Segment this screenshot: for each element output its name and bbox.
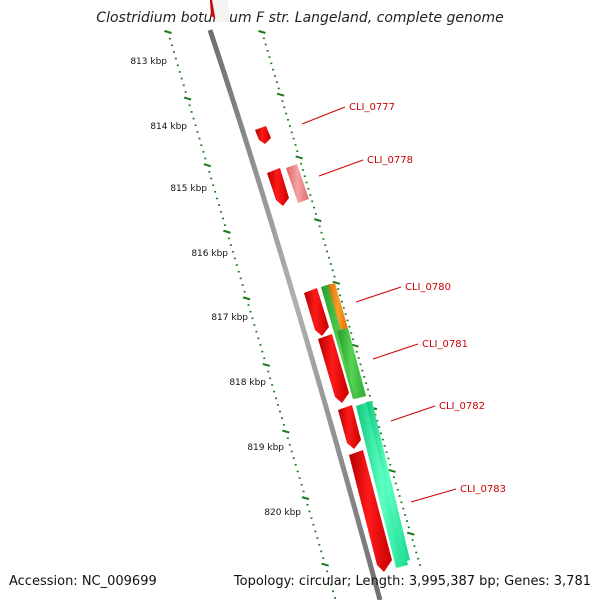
scale-tick-right-major [258, 30, 266, 34]
scale-tick-left-major [282, 429, 290, 434]
tick-label-818: 818 kbp [229, 378, 266, 388]
genome-backbone [207, 29, 383, 600]
scale-tick-left-major [242, 296, 251, 301]
gene-feature [255, 126, 271, 144]
gene-feature [338, 405, 361, 449]
scale-tick-right-major [351, 343, 359, 348]
gene-feature [304, 288, 329, 336]
gene-label-cli-0781: CLI_0781 [422, 339, 468, 350]
scale-tick-left-major [321, 562, 329, 567]
gene-label-cli-0778: CLI_0778 [367, 155, 413, 166]
gene-feature [212, 0, 230, 22]
tick-label-813: 813 kbp [130, 57, 167, 67]
scale-tick-right-major [276, 92, 285, 97]
scale-tick-left-major [183, 96, 192, 101]
tick-label-815: 815 kbp [170, 184, 207, 194]
gene-label-cli-0782: CLI_0782 [439, 401, 485, 412]
gene-feature [349, 450, 392, 572]
tick-label-819: 819 kbp [247, 443, 284, 453]
scale-tick-right-major [406, 531, 415, 536]
scale-ticks-left [164, 30, 336, 599]
genome-summary-text: Topology: circular; Length: 3,995,387 bp… [233, 574, 591, 589]
gene-labels: CLI_0777 CLI_0778 CLI_0780 CLI_0781 CLI_… [349, 102, 506, 495]
accession-text: Accession: NC_009699 [9, 574, 157, 589]
scale-tick-right-major [295, 155, 303, 160]
gene-label-cli-0783: CLI_0783 [460, 484, 506, 495]
scale-ticks-right [258, 30, 421, 566]
reverse-strand-genes [210, 0, 392, 572]
tick-label-816: 816 kbp [191, 249, 228, 259]
gene-feature [337, 328, 366, 399]
scale-tick-right-major [332, 280, 341, 285]
scale-tick-left-major [301, 496, 310, 501]
tick-label-814: 814 kbp [150, 122, 187, 132]
scale-tick-right-major [388, 468, 396, 473]
scale-tick-left-major [262, 362, 271, 367]
gene-feature [318, 334, 349, 403]
scale-tick-left-major [223, 229, 231, 234]
tick-label-820: 820 kbp [264, 508, 301, 518]
forward-strand-genes [212, 0, 410, 568]
tick-labels: 813 kbp 814 kbp 815 kbp 816 kbp 817 kbp … [130, 57, 301, 518]
gene-feature [328, 283, 348, 331]
gene-feature [286, 164, 309, 203]
gene-feature [267, 168, 289, 206]
scale-tick-right-major [313, 218, 322, 223]
scale-tick-left-major [203, 163, 212, 168]
gene-feature [356, 402, 408, 568]
gene-feature [366, 401, 410, 562]
scale-tick-left-major [164, 30, 172, 34]
gene-callout-lines [301, 106, 457, 503]
gene-label-cli-0777: CLI_0777 [349, 102, 395, 113]
tick-label-817: 817 kbp [211, 313, 248, 323]
map-title: Clostridium botulinum F str. Langeland, … [96, 10, 504, 26]
gene-label-cli-0780: CLI_0780 [405, 282, 451, 293]
